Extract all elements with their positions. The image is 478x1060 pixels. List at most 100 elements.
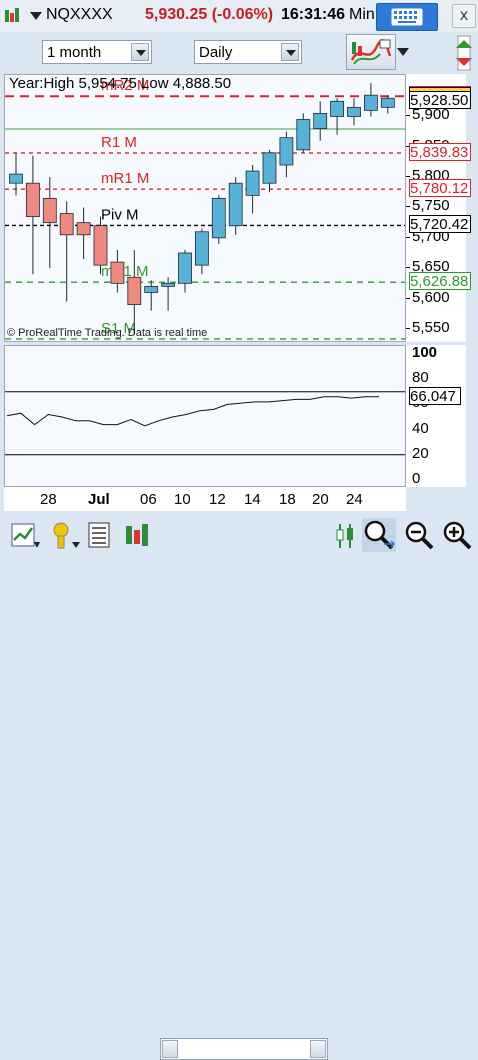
tick-mark bbox=[406, 176, 410, 178]
indicator-canvas[interactable] bbox=[5, 346, 406, 487]
time-tick: 20 bbox=[312, 491, 329, 508]
tick-mark bbox=[406, 297, 410, 299]
candle-body bbox=[347, 106, 361, 117]
pivot-value-tag: 5,626.88 bbox=[409, 272, 471, 291]
candle-body bbox=[296, 119, 311, 151]
horizontal-scrollbar[interactable] bbox=[160, 1038, 328, 1060]
tick-mark bbox=[406, 327, 410, 329]
candle-body bbox=[93, 225, 108, 266]
list-icon[interactable] bbox=[88, 522, 110, 548]
bar-style-icon[interactable] bbox=[10, 522, 40, 550]
zoom-in-icon[interactable] bbox=[442, 520, 472, 550]
zoom-fit-icon[interactable] bbox=[362, 518, 396, 552]
chevron-down-icon[interactable] bbox=[131, 43, 149, 61]
time-tick: 28 bbox=[40, 491, 57, 508]
indicator-axis[interactable]: 100806040200 bbox=[406, 344, 466, 487]
menu-arrow-icon[interactable] bbox=[30, 12, 42, 20]
candle-body bbox=[42, 197, 57, 224]
price-change: 5,930.25 (-0.06%) bbox=[145, 6, 274, 23]
pivot-value-tag: 5,780.12 bbox=[409, 179, 471, 198]
candle-body bbox=[59, 213, 74, 236]
clock-unit: Min bbox=[349, 6, 375, 23]
period-value: 1 month bbox=[47, 44, 102, 61]
current-price-tag: 5,928.50 bbox=[409, 90, 471, 109]
indicator-tick: 40 bbox=[412, 419, 429, 437]
candlestick-icon[interactable] bbox=[124, 522, 150, 550]
indicator-pane[interactable] bbox=[4, 345, 406, 487]
price-tick: 5,650 bbox=[412, 258, 450, 276]
tick-mark bbox=[406, 236, 410, 238]
candle-body bbox=[25, 182, 40, 217]
candle-body bbox=[380, 97, 395, 108]
tick-mark bbox=[406, 115, 410, 117]
indicator-line bbox=[6, 396, 379, 427]
time-tick: 12 bbox=[209, 491, 226, 508]
candle-body bbox=[211, 197, 226, 239]
indicator-wizard-button[interactable] bbox=[346, 34, 396, 70]
tick-mark bbox=[406, 267, 410, 269]
indicator-tick: 100 bbox=[412, 344, 438, 361]
candle-body bbox=[144, 285, 159, 293]
interval-value: Daily bbox=[199, 44, 233, 61]
period-dropdown[interactable]: 1 month bbox=[42, 40, 152, 64]
price-tick: 5,600 bbox=[412, 288, 450, 306]
bookmark-icon[interactable] bbox=[50, 520, 80, 552]
chevron-down-icon[interactable] bbox=[281, 43, 299, 61]
scroll-right-icon[interactable] bbox=[310, 1040, 326, 1058]
candle-body bbox=[279, 137, 294, 166]
candlestick-icon[interactable] bbox=[334, 522, 358, 550]
interval-dropdown[interactable]: Daily bbox=[194, 40, 302, 64]
price-tick: 5,900 bbox=[412, 106, 450, 124]
tick-mark bbox=[406, 206, 410, 208]
indicator-tick: 20 bbox=[412, 444, 429, 462]
watermark: © ProRealTime Trading. Data is real time bbox=[7, 327, 208, 339]
candle-body bbox=[262, 152, 277, 184]
indicator-tick: 0 bbox=[412, 470, 421, 487]
pivot-label: Piv M bbox=[101, 206, 139, 223]
time-tick: 06 bbox=[140, 491, 157, 508]
indicator-value-tag: 66.047 bbox=[409, 386, 461, 405]
candle-body bbox=[228, 182, 243, 227]
pivot-label: S1 M bbox=[101, 320, 136, 337]
zoom-out-icon[interactable] bbox=[404, 520, 434, 550]
symbol-label[interactable]: NQXXXX bbox=[46, 6, 113, 23]
selector-row: 1 month Daily bbox=[0, 32, 478, 74]
pivot-label: R1 M bbox=[101, 134, 137, 151]
close-button[interactable]: x bbox=[452, 4, 476, 28]
time-tick: Jul bbox=[88, 491, 110, 508]
close-icon: x bbox=[460, 7, 468, 24]
candle-body bbox=[363, 94, 378, 111]
price-chart-canvas[interactable]: mR2 M R1 M mR1 M Piv M mS1 M S1 M bbox=[5, 75, 406, 342]
candle-body bbox=[76, 222, 91, 236]
candle-body bbox=[194, 231, 209, 266]
candle-body bbox=[9, 173, 23, 184]
order-icon[interactable] bbox=[452, 34, 476, 72]
keyboard-button[interactable] bbox=[376, 3, 438, 31]
pivot-value-tag: 5,839.83 bbox=[409, 142, 471, 161]
pivot-label: mS1 M bbox=[101, 263, 149, 280]
virtual-keyboard-icon bbox=[391, 8, 423, 26]
clock-time: 16:31:46 bbox=[281, 6, 346, 23]
chart-header: Year:High 5,954.75 Low 4,888.50 bbox=[9, 75, 232, 92]
time-tick: 24 bbox=[346, 491, 363, 508]
candle-body bbox=[110, 261, 125, 284]
pivot-label: mR1 M bbox=[101, 170, 149, 187]
price-chart[interactable]: mR2 M R1 M mR1 M Piv M mS1 M S1 M Year:High 5… bbox=[4, 74, 406, 342]
time-tick: 14 bbox=[244, 491, 261, 508]
price-tick: 5,750 bbox=[412, 197, 450, 215]
tick-mark bbox=[406, 145, 410, 147]
indicator-wizard-icon bbox=[350, 39, 392, 65]
price-tick: 5,550 bbox=[412, 318, 450, 336]
candle-body bbox=[245, 170, 260, 196]
time-tick: 10 bbox=[174, 491, 191, 508]
bottom-toolbar bbox=[0, 512, 478, 1060]
time-axis[interactable]: 28 Jul 06 10 12 14 18 20 24 bbox=[4, 487, 406, 511]
app-logo-icon[interactable] bbox=[4, 7, 20, 25]
scroll-left-icon[interactable] bbox=[162, 1040, 178, 1058]
wizard-dropdown-icon[interactable] bbox=[397, 48, 409, 56]
top-toolbar: NQXXXX 5,930.25 (-0.06%) 16:31:46 Min x bbox=[0, 0, 478, 32]
candle-body bbox=[178, 252, 192, 284]
indicator-tick: 80 bbox=[412, 369, 429, 387]
candle-body bbox=[161, 282, 176, 287]
